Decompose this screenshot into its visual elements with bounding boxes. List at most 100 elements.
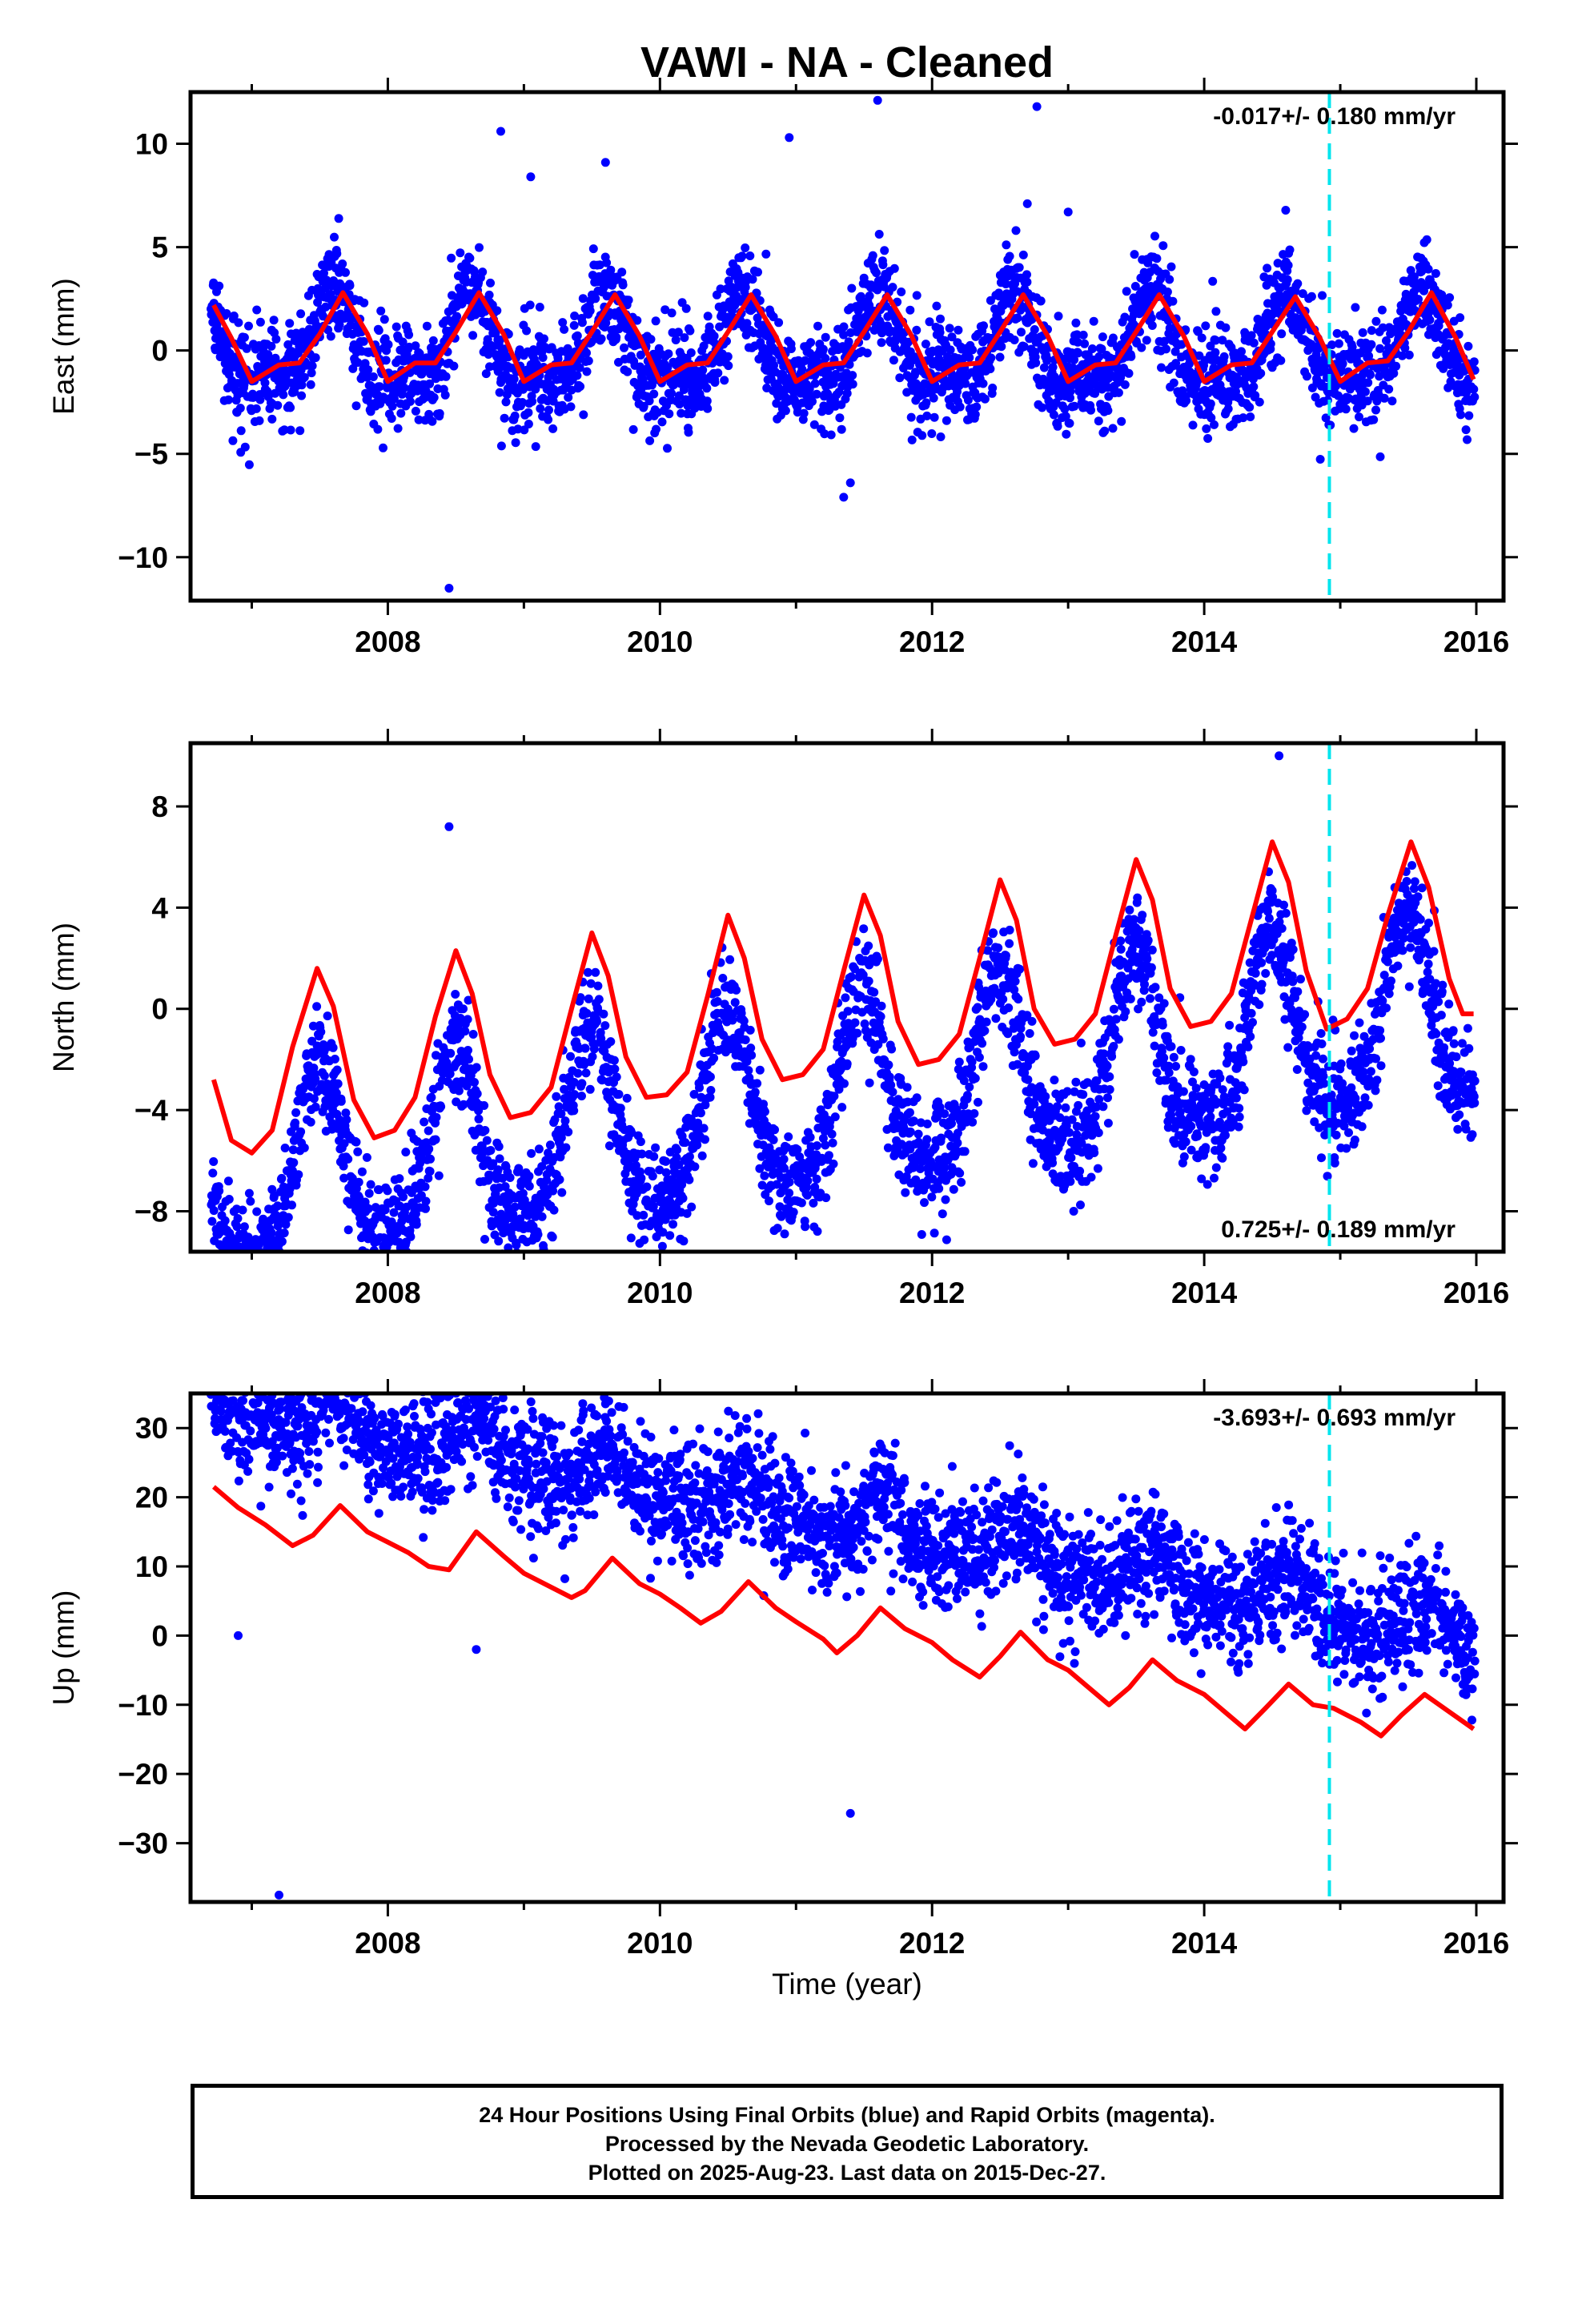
data-point (979, 321, 988, 331)
data-point (801, 1222, 810, 1232)
data-point (753, 1079, 762, 1088)
data-point (452, 312, 462, 321)
data-point (1327, 340, 1337, 350)
data-point (233, 1214, 243, 1223)
data-point (312, 1002, 322, 1011)
data-point (319, 268, 328, 278)
data-point (1142, 336, 1151, 345)
data-point (592, 1017, 601, 1027)
data-point (702, 384, 712, 393)
data-point (1255, 397, 1264, 407)
data-point (873, 1039, 883, 1049)
data-point (291, 1108, 301, 1117)
data-point (560, 1116, 570, 1126)
data-point (1166, 262, 1176, 271)
data-point (432, 1112, 441, 1122)
data-point (1367, 326, 1376, 336)
data-point (877, 338, 886, 348)
data-point (359, 336, 368, 346)
data-point (596, 1034, 606, 1043)
data-point (219, 1269, 228, 1278)
data-point (1207, 413, 1216, 423)
outlier-point (1022, 199, 1032, 208)
data-point (663, 444, 672, 453)
data-point (482, 1136, 492, 1145)
data-point (1108, 333, 1118, 343)
data-point (930, 1228, 939, 1238)
data-point (1315, 455, 1325, 464)
data-point (902, 1083, 912, 1092)
data-point (709, 332, 719, 341)
data-point (1251, 391, 1260, 400)
data-point (1387, 396, 1397, 406)
data-point (395, 1201, 404, 1211)
data-point (445, 1069, 455, 1079)
data-point (294, 1170, 303, 1180)
data-point (703, 312, 713, 321)
data-point (548, 424, 558, 433)
data-point (341, 267, 350, 277)
data-point (481, 369, 491, 379)
data-point (1400, 344, 1410, 353)
data-point (970, 1074, 980, 1083)
data-point (702, 396, 712, 406)
data-point (682, 1208, 692, 1218)
data-point (846, 972, 856, 982)
data-point (425, 379, 435, 388)
y-tick-label: 0 (151, 335, 168, 368)
data-point (262, 1261, 271, 1269)
data-point (1152, 254, 1162, 263)
data-point (1122, 287, 1131, 296)
data-point (333, 1079, 343, 1088)
data-point (1293, 279, 1303, 288)
data-point (395, 1174, 404, 1184)
data-point (826, 430, 836, 440)
data-point (426, 1154, 435, 1164)
data-point (1165, 275, 1174, 284)
data-point (940, 1109, 950, 1119)
data-point (933, 1112, 942, 1121)
data-point (279, 425, 289, 435)
data-point (978, 379, 988, 388)
data-point (1070, 401, 1079, 411)
data-point (287, 1200, 296, 1210)
data-point (663, 363, 673, 372)
data-point (972, 402, 982, 412)
data-point (649, 389, 659, 399)
data-point (260, 1254, 269, 1263)
data-point (848, 380, 857, 389)
data-point (631, 1160, 640, 1170)
data-point (753, 267, 762, 277)
data-point (812, 389, 821, 399)
data-point (1097, 344, 1106, 354)
data-point (1218, 336, 1227, 345)
data-point (456, 248, 465, 258)
data-point (588, 1052, 597, 1061)
data-point (380, 1205, 390, 1215)
data-point (905, 1127, 915, 1136)
data-point (524, 408, 533, 417)
data-point (236, 1255, 245, 1264)
data-point (1237, 347, 1246, 356)
data-point (1246, 412, 1255, 421)
data-point (498, 1173, 508, 1183)
data-point (363, 365, 373, 375)
data-point (544, 415, 553, 424)
data-point (744, 1066, 753, 1076)
data-point (351, 401, 361, 411)
data-point (248, 1259, 257, 1268)
data-point (1211, 307, 1221, 316)
data-point (679, 385, 689, 394)
data-point (1094, 352, 1104, 361)
data-point (1066, 393, 1074, 403)
data-point (306, 1117, 315, 1127)
data-point (514, 1164, 524, 1173)
data-point (678, 1193, 688, 1203)
data-point (781, 406, 790, 416)
data-point (557, 1188, 567, 1197)
data-point (1031, 358, 1041, 368)
data-point (297, 380, 307, 390)
data-point (812, 1174, 821, 1184)
data-point (564, 1128, 573, 1136)
data-point (742, 1057, 752, 1066)
